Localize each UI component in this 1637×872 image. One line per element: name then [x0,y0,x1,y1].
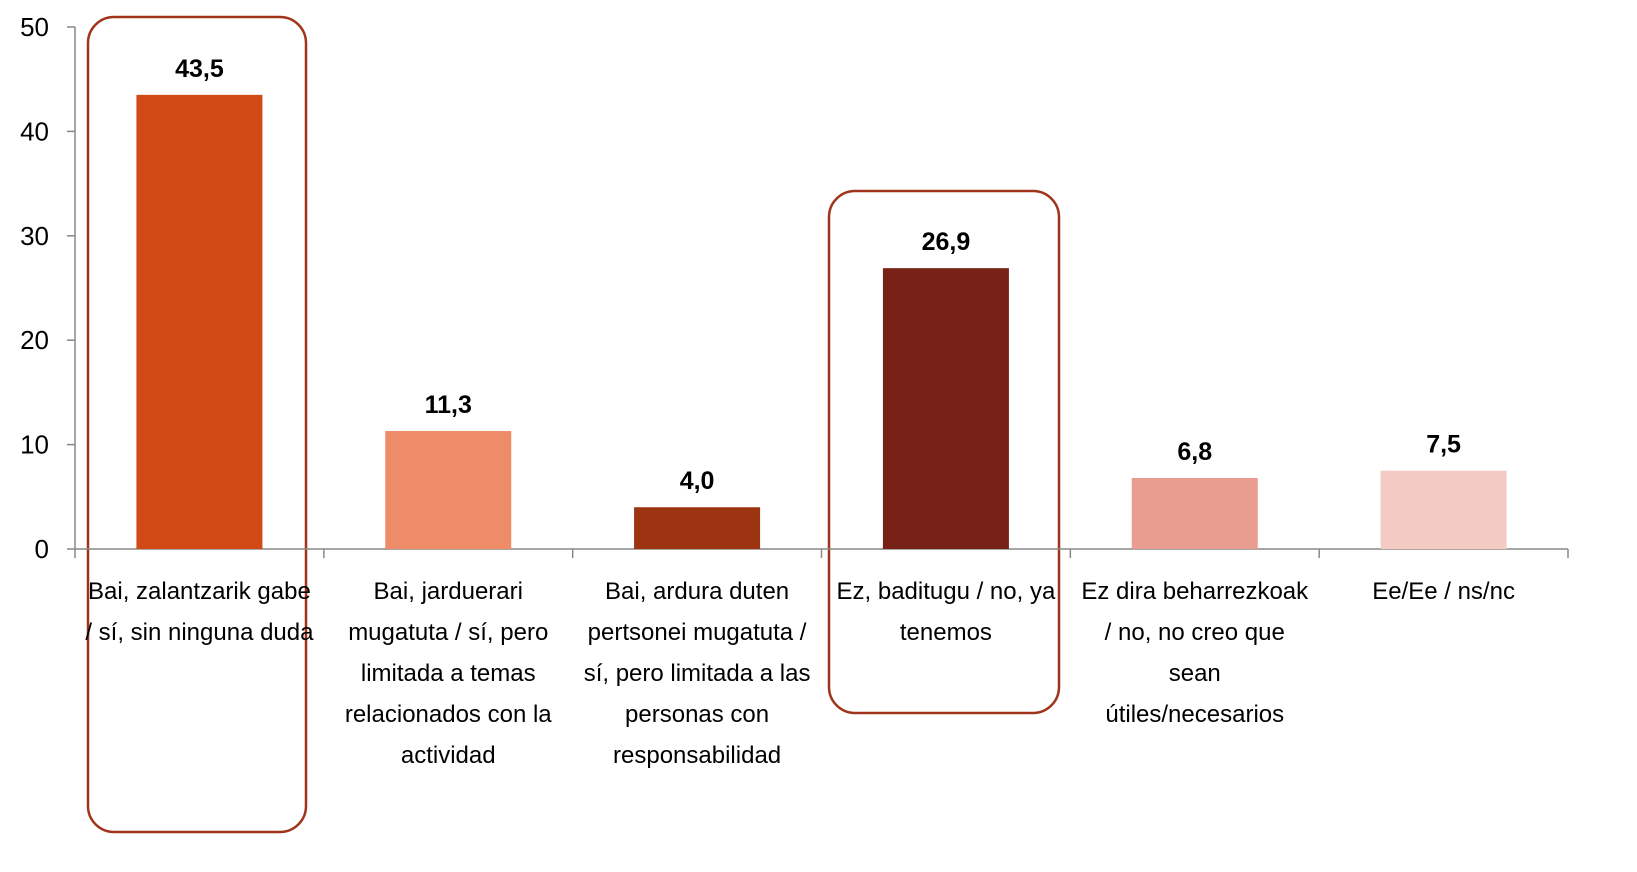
y-tick-label: 40 [20,116,49,146]
bar [136,94,263,550]
y-tick-label: 30 [20,221,49,251]
y-tick-label: 20 [20,325,49,355]
bar [634,507,761,549]
highlight-box [827,189,1061,715]
x-tick-label: Ez dira beharrezkoak / no, no creo que s… [1081,578,1309,728]
y-tick-label: 0 [35,534,49,564]
highlight-box [86,15,308,834]
value-label: 43,5 [175,55,224,83]
x-tick-label: Ee/Ee / ns/nc [1372,578,1515,605]
value-label: 7,5 [1426,431,1461,459]
value-label: 4,0 [680,467,715,495]
x-tick-label: Bai, zalantzarik gabe / sí, sin ninguna … [85,578,314,646]
x-tick-label: Bai, jarduerari mugatuta / sí, pero limi… [344,578,552,769]
value-label: 26,9 [922,228,971,256]
bar [1380,470,1507,549]
value-label: 11,3 [425,391,472,419]
bar [385,431,512,549]
y-tick-label: 10 [20,430,49,460]
y-tick-label: 50 [20,12,49,42]
x-tick-label: Ez, baditugu / no, ya tenemos [836,578,1056,646]
x-tick-label: Bai, ardura duten pertsonei mugatuta / s… [583,578,811,769]
bar [882,268,1009,549]
bar [1131,478,1258,549]
value-label: 6,8 [1177,438,1212,466]
